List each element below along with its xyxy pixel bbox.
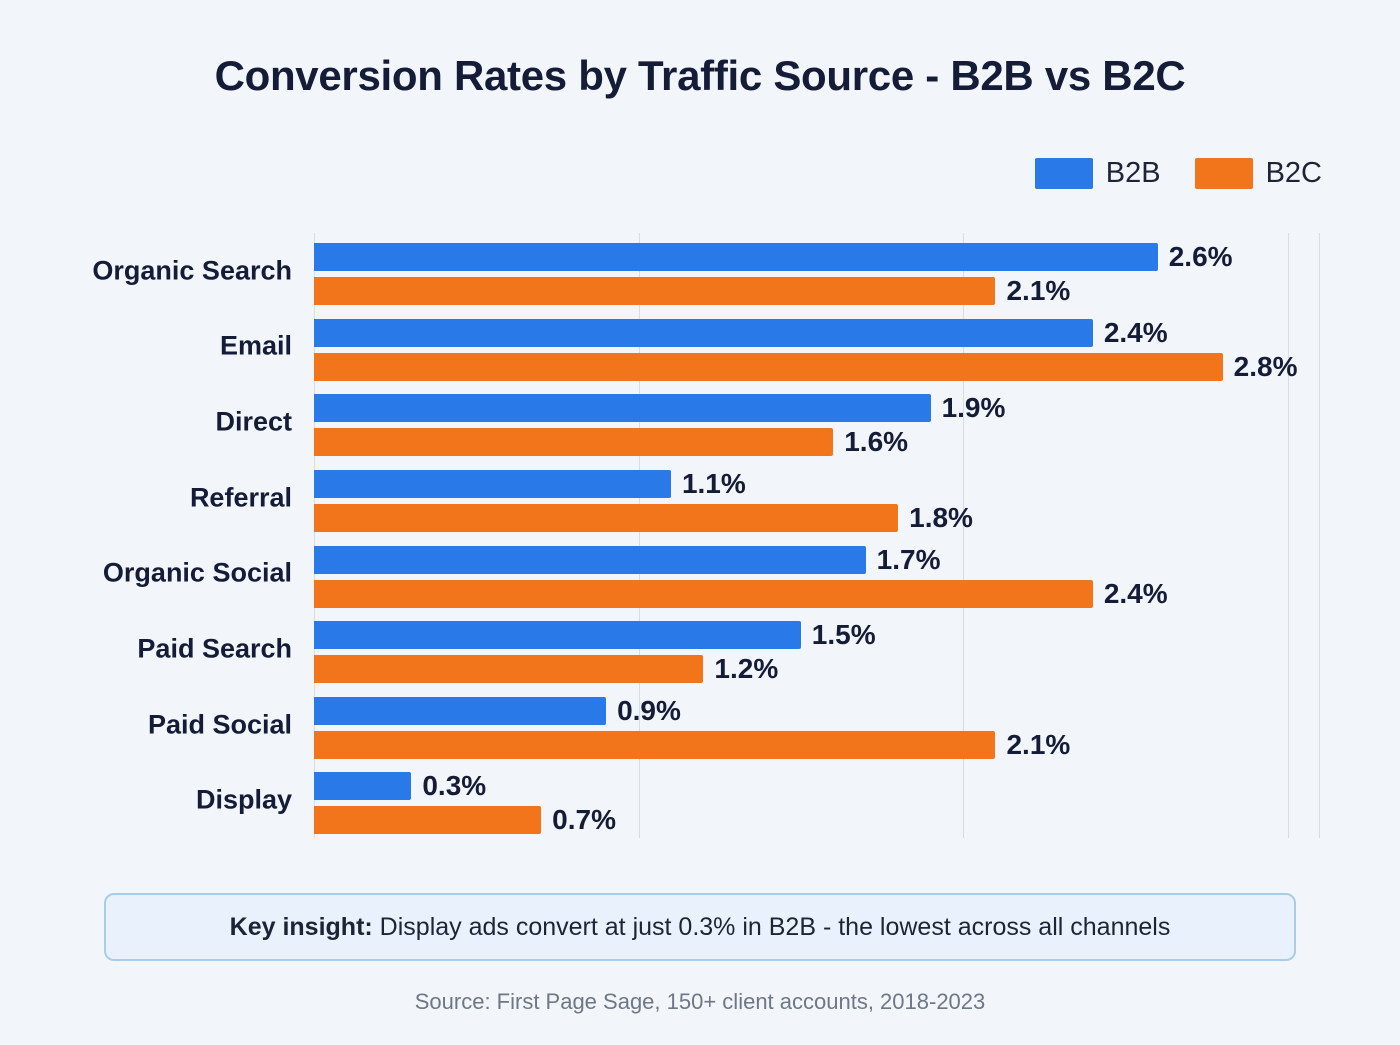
legend-label-b2c: B2C	[1265, 157, 1322, 189]
bar-b2c[interactable]	[314, 806, 542, 835]
bar-value-label: 1.1%	[681, 467, 746, 499]
bar-value-label: 2.6%	[1168, 241, 1233, 272]
bar-group: Direct 1.9% 1.6%	[215, 384, 1320, 460]
bar-b2b[interactable]	[314, 545, 866, 574]
legend-label-b2b: B2B	[1105, 157, 1161, 189]
legend-item-b2c[interactable]: B2C	[1194, 157, 1322, 189]
legend-swatch-b2b	[1034, 158, 1093, 189]
bar-value-label: 2.4%	[1103, 577, 1168, 609]
bar-row-b2b: 0.9%	[314, 694, 681, 726]
legend-item-b2b[interactable]: B2B	[1034, 157, 1161, 189]
bar-b2b[interactable]	[314, 621, 801, 650]
bar-b2b[interactable]	[314, 469, 671, 498]
bar-b2c[interactable]	[314, 655, 704, 684]
bar-group: Paid Search 1.5% 1.2%	[137, 611, 1320, 687]
bar-value-label: 2.4%	[1103, 316, 1168, 348]
bar-value-label: 2.1%	[1006, 275, 1071, 306]
page-title: Conversion Rates by Traffic Source - B2B…	[214, 52, 1186, 99]
category-label: Email	[219, 330, 292, 361]
bar-groups: Organic Search 2.6% 2.1% Email 2.4% 2.8% Direc…	[92, 233, 1320, 838]
bar-group: Referral 1.1% 1.8%	[190, 460, 1320, 536]
plot-area: Organic Search 2.6% 2.1% Email 2.4% 2.8% Direc…	[92, 233, 1320, 838]
bar-group: Organic Search 2.6% 2.1%	[92, 233, 1320, 309]
bar-row-b2c: 1.8%	[314, 501, 973, 533]
bar-row-b2b: 1.5%	[314, 619, 876, 651]
bar-group: Email 2.4% 2.8%	[220, 309, 1320, 385]
bar-row-b2b: 1.7%	[314, 543, 941, 575]
bar-value-label: 2.1%	[1006, 728, 1071, 760]
bar-b2b[interactable]	[314, 394, 931, 423]
category-label: Organic Social	[102, 557, 292, 588]
chart-legend: B2B B2C	[1034, 157, 1322, 189]
bar-group: Display 0.3% 0.7%	[196, 762, 1320, 838]
bar-row-b2c: 2.8%	[314, 350, 1298, 382]
bar-value-label: 0.9%	[617, 694, 681, 726]
category-label: Referral	[189, 482, 292, 513]
category-label: Paid Social	[147, 709, 292, 740]
bar-value-label: 1.2%	[714, 653, 779, 685]
bar-row-b2b: 2.4%	[314, 316, 1168, 348]
bar-b2b[interactable]	[314, 318, 1093, 347]
bar-row-b2b: 0.3%	[314, 770, 487, 802]
key-insight-box: Key insight: Display ads convert at just…	[104, 893, 1296, 961]
y-axis-line	[314, 233, 315, 838]
bar-value-label: 0.3%	[422, 770, 487, 802]
bar-row-b2c: 2.4%	[314, 577, 1168, 609]
category-label: Direct	[215, 406, 292, 437]
bar-b2c[interactable]	[314, 503, 899, 532]
bar-b2c[interactable]	[314, 730, 996, 759]
key-insight-body: Display ads convert at just 0.3% in B2B …	[372, 912, 1171, 941]
bar-row-b2c: 2.1%	[314, 728, 1071, 760]
key-insight-text: Key insight: Display ads convert at just…	[230, 913, 1171, 942]
bar-value-label: 1.9%	[941, 392, 1006, 424]
bar-value-label: 2.8%	[1233, 350, 1298, 382]
bar-row-b2c: 0.7%	[314, 804, 616, 836]
bar-value-label: 1.5%	[811, 619, 876, 651]
bar-value-label: 1.6%	[844, 426, 909, 458]
bar-b2c[interactable]	[314, 352, 1223, 381]
bar-row-b2b: 1.1%	[314, 467, 746, 499]
bar-row-b2b: 2.6%	[314, 243, 1233, 271]
key-insight-lead: Key insight:	[229, 912, 373, 941]
bar-b2b[interactable]	[314, 243, 1158, 271]
bar-group: Organic Social 1.7% 2.4%	[103, 536, 1320, 612]
bar-value-label: 1.7%	[876, 543, 941, 575]
bar-row-b2b: 1.9%	[314, 392, 1006, 424]
bar-b2b[interactable]	[314, 772, 412, 801]
bar-b2c[interactable]	[314, 277, 996, 305]
bar-value-label: 1.8%	[909, 501, 973, 533]
bar-b2b[interactable]	[314, 696, 607, 725]
source-note: Source: First Page Sage, 150+ client acc…	[414, 989, 986, 1014]
bar-b2c[interactable]	[314, 428, 834, 457]
bar-group: Paid Social 0.9% 2.1%	[148, 687, 1320, 763]
bar-row-b2c: 2.1%	[314, 277, 1070, 305]
bar-row-b2c: 1.2%	[314, 653, 779, 685]
bar-value-label: 0.7%	[552, 804, 616, 836]
category-label: Paid Search	[137, 633, 292, 664]
category-label: Display	[195, 784, 292, 815]
category-label: Organic Search	[92, 255, 292, 286]
bar-b2c[interactable]	[314, 579, 1093, 608]
bar-row-b2c: 1.6%	[314, 426, 909, 458]
legend-swatch-b2c	[1194, 158, 1253, 189]
